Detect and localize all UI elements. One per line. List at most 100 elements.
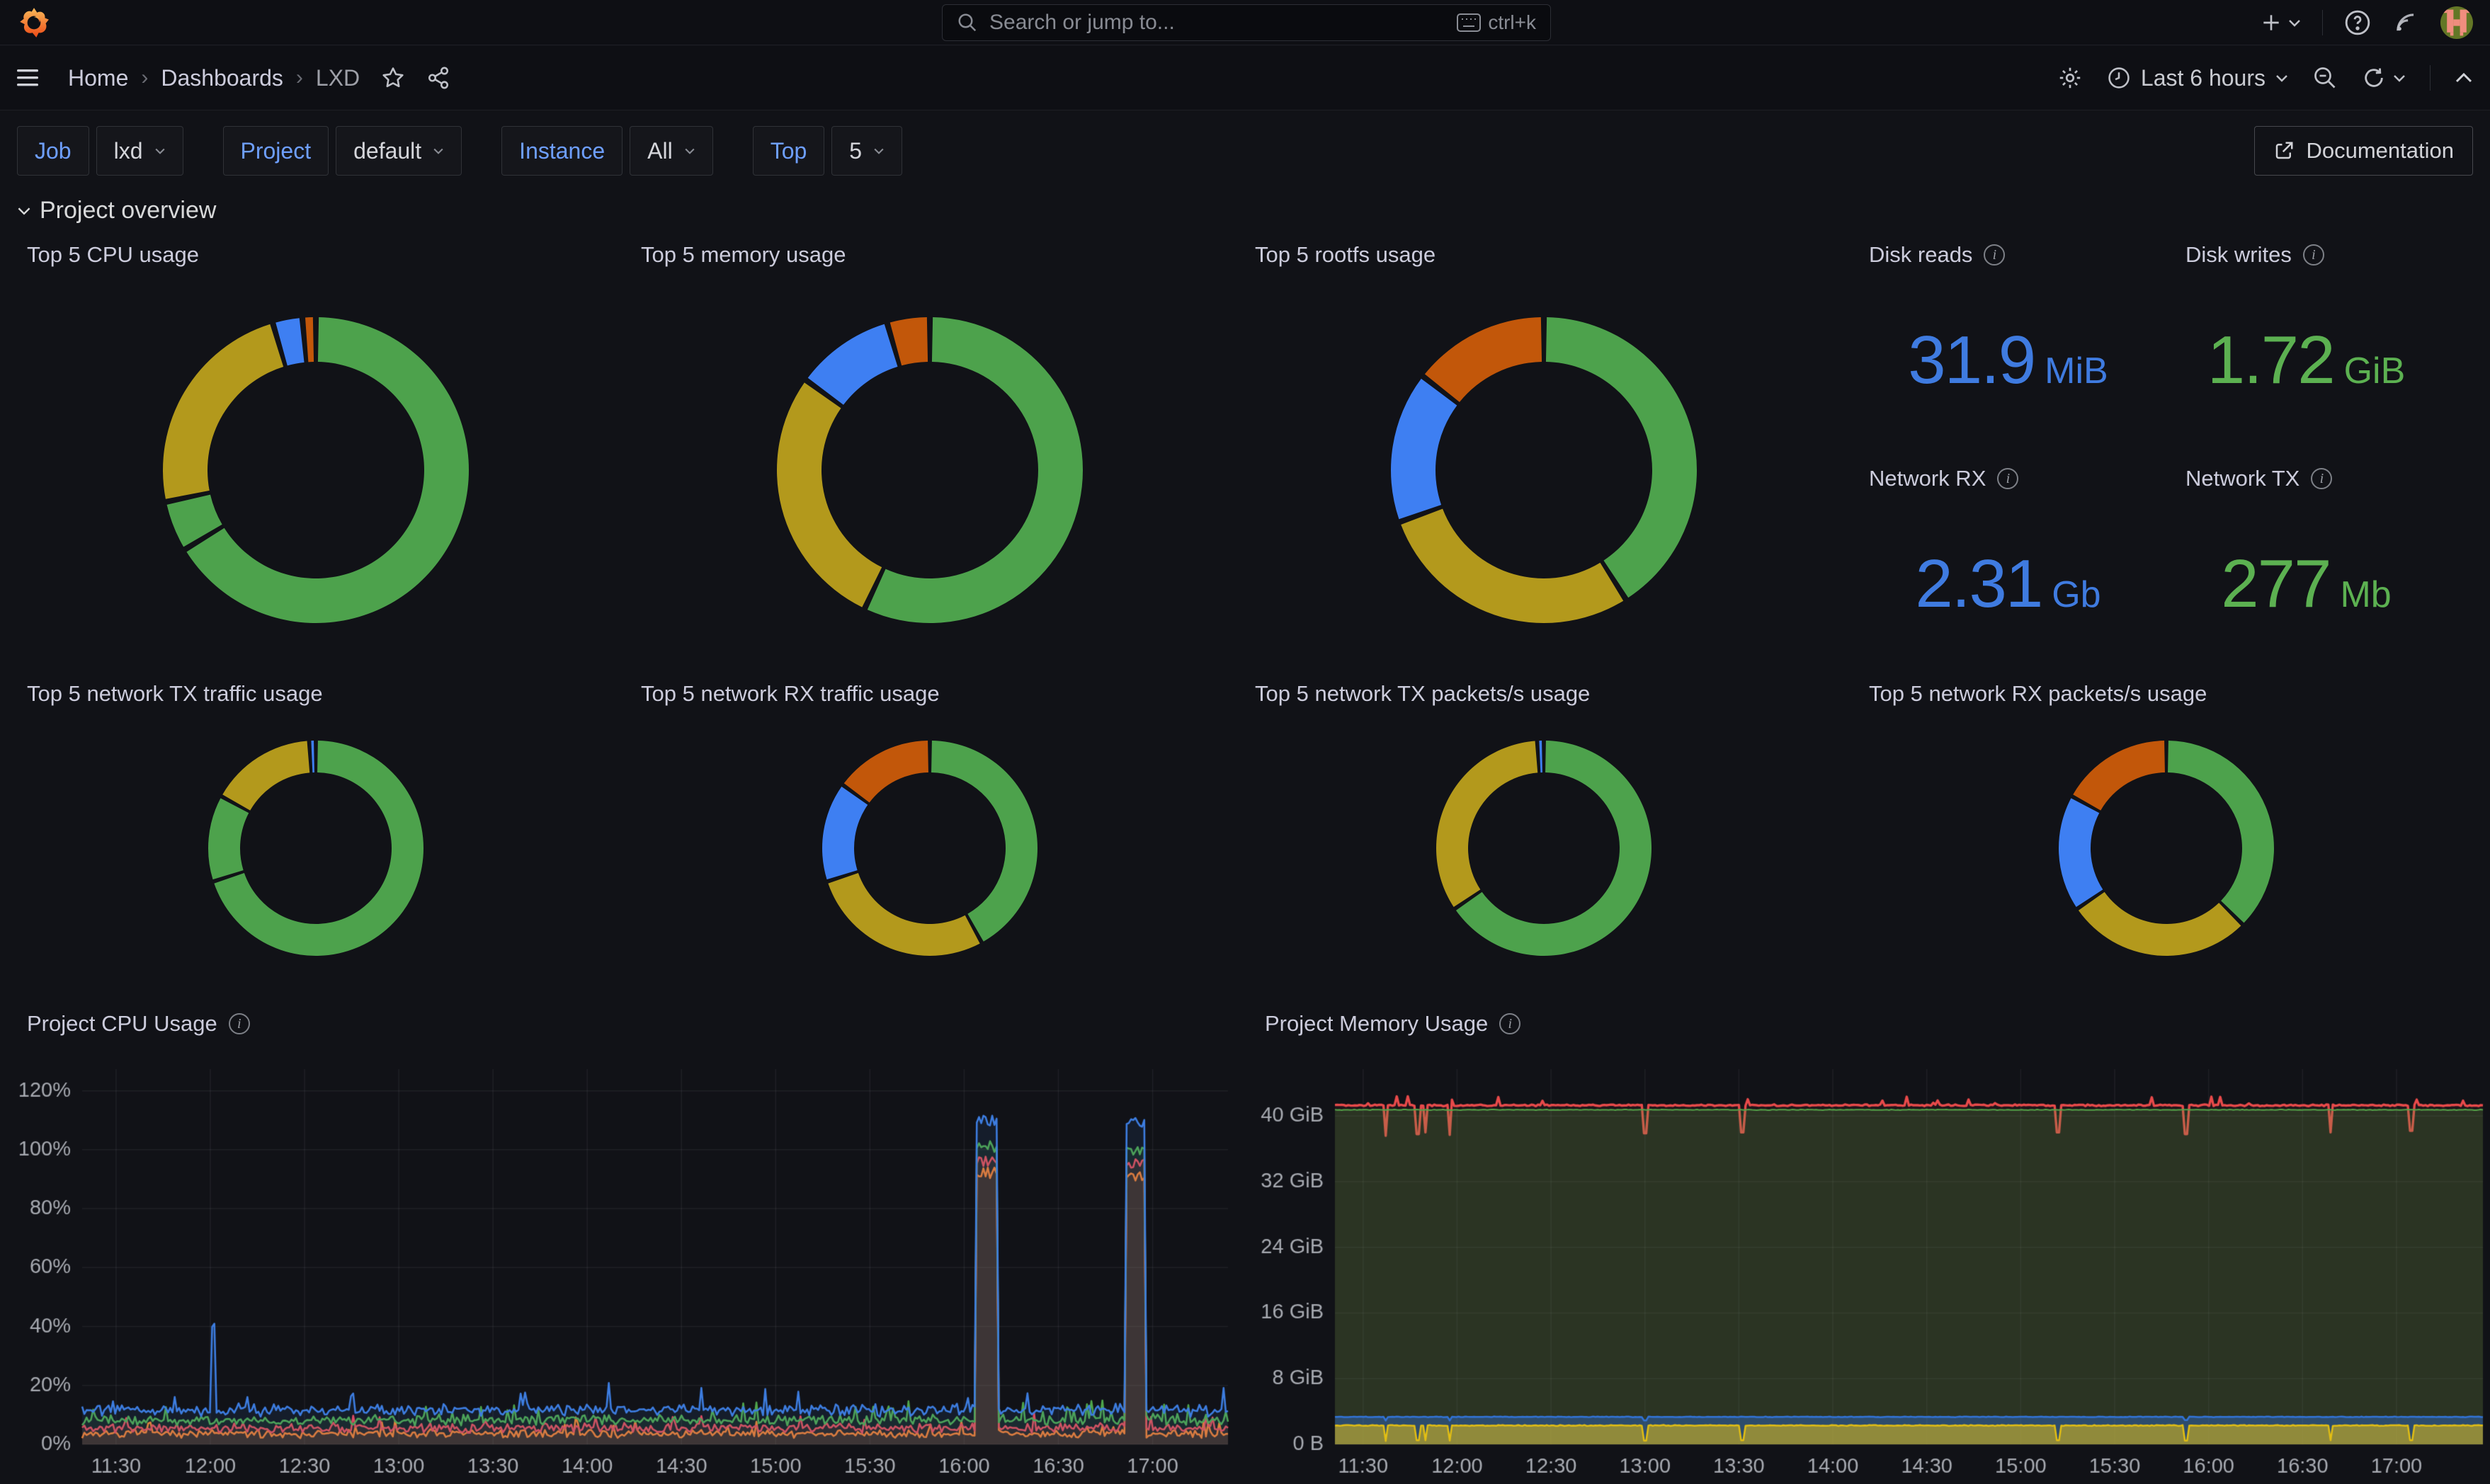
panel-title[interactable]: Top 5 network RX packets/s usage	[1859, 677, 2473, 707]
rootfs-usage-donut[interactable]	[1385, 312, 1702, 629]
stat-title[interactable]: Network TXi	[2157, 462, 2455, 491]
network-tx-traffic-donut[interactable]	[204, 736, 428, 960]
time-range-picker[interactable]: Last 6 hours	[2107, 65, 2288, 91]
info-icon[interactable]: i	[229, 1013, 250, 1034]
collapse-toolbar-icon[interactable]	[2455, 72, 2473, 84]
chevron-down-icon	[684, 147, 695, 154]
panel-title[interactable]: Top 5 memory usage	[631, 238, 1228, 268]
search-input[interactable]: Search or jump to... ctrl+k	[942, 4, 1551, 41]
clock-icon	[2107, 66, 2131, 90]
cpu-usage-donut[interactable]	[157, 312, 474, 629]
chevron-down-icon	[2393, 74, 2406, 82]
refresh-button[interactable]	[2362, 66, 2406, 90]
network-rx-traffic-donut[interactable]	[818, 736, 1042, 960]
filter-project-label: Project	[223, 126, 329, 176]
panel-title[interactable]: Top 5 network RX traffic usage	[631, 677, 1228, 707]
stat-title[interactable]: Network RXi	[1859, 462, 2157, 491]
breadcrumb-separator: ›	[296, 66, 303, 90]
panel-title[interactable]: Top 5 network TX packets/s usage	[1245, 677, 1842, 707]
chevron-down-icon	[433, 147, 444, 154]
keyboard-shortcut: ctrl+k	[1457, 11, 1536, 34]
breadcrumb-current: LXD	[316, 65, 360, 91]
panel-project-memory-usage: Project Memory Usagei	[1255, 1007, 2487, 1484]
grafana-logo-icon[interactable]	[18, 7, 50, 38]
stat-title[interactable]: Disk readsi	[1859, 238, 2157, 268]
favorite-star-icon[interactable]	[381, 66, 405, 90]
share-icon[interactable]	[426, 66, 450, 90]
memory-usage-donut[interactable]	[771, 312, 1088, 629]
stat-value: 277	[2221, 545, 2330, 623]
variable-filters: Job lxd Project default Instance All Top…	[17, 126, 902, 176]
plus-icon	[2260, 11, 2282, 34]
memory-usage-chart[interactable]	[1255, 1062, 2487, 1481]
stat-value: 2.31	[1915, 545, 2042, 623]
panel-title[interactable]: Project Memory Usagei	[1255, 1007, 2487, 1037]
refresh-icon	[2362, 66, 2386, 90]
panel-top5-network-tx-packets: Top 5 network TX packets/s usage	[1245, 677, 1842, 997]
panel-title[interactable]: Top 5 rootfs usage	[1245, 238, 1842, 268]
breadcrumb-home[interactable]: Home	[68, 65, 128, 91]
menu-icon[interactable]	[17, 68, 42, 88]
panel-top5-network-tx-traffic: Top 5 network TX traffic usage	[17, 677, 614, 997]
chevron-down-icon	[154, 147, 166, 154]
info-icon[interactable]: i	[1984, 244, 2005, 266]
panel-top5-network-rx-packets: Top 5 network RX packets/s usage	[1859, 677, 2473, 997]
stat-network-rx: Network RXi 2.31Gb	[1859, 462, 2157, 674]
stat-unit: GiB	[2344, 350, 2406, 392]
info-icon[interactable]: i	[1997, 468, 2018, 489]
stat-unit: Gb	[2052, 573, 2100, 616]
help-icon[interactable]	[2344, 9, 2371, 36]
panel-top5-network-rx-traffic: Top 5 network RX traffic usage	[631, 677, 1228, 997]
filter-job-label: Job	[17, 126, 89, 176]
info-icon[interactable]: i	[2311, 468, 2332, 489]
cpu-usage-chart[interactable]	[17, 1062, 1232, 1481]
panel-project-cpu-usage: Project CPU Usagei	[17, 1007, 1232, 1484]
divider	[2430, 65, 2431, 91]
panel-top5-cpu-usage: Top 5 CPU usage	[17, 238, 614, 671]
filter-instance-select[interactable]: All	[630, 126, 713, 176]
time-range-label: Last 6 hours	[2141, 65, 2266, 91]
section-project-overview[interactable]: Project overview	[17, 197, 216, 224]
panel-title[interactable]: Top 5 CPU usage	[17, 238, 614, 268]
chevron-down-icon	[2275, 74, 2288, 82]
stat-value: 1.72	[2207, 321, 2334, 399]
stat-network-tx: Network TXi 277Mb	[2157, 462, 2455, 674]
news-icon[interactable]	[2392, 9, 2419, 36]
stat-disk-writes: Disk writesi 1.72GiB	[2157, 238, 2455, 450]
filter-top-select[interactable]: 5	[831, 126, 902, 176]
divider	[2322, 10, 2323, 35]
filter-job-select[interactable]: lxd	[96, 126, 183, 176]
zoom-out-icon[interactable]	[2312, 65, 2338, 91]
dashboard-settings-icon[interactable]	[2057, 65, 2083, 91]
info-icon[interactable]: i	[1499, 1013, 1520, 1034]
documentation-button[interactable]: Documentation	[2254, 126, 2473, 176]
stat-disk-reads: Disk readsi 31.9MiB	[1859, 238, 2157, 450]
breadcrumb-separator: ›	[141, 66, 148, 90]
chevron-down-icon	[17, 206, 31, 215]
breadcrumb: Home › Dashboards › LXD	[68, 65, 360, 91]
keyboard-icon	[1457, 13, 1481, 32]
panel-title[interactable]: Project CPU Usagei	[17, 1007, 1232, 1037]
external-link-icon	[2273, 140, 2295, 161]
avatar[interactable]	[2440, 6, 2473, 39]
panel-top5-rootfs-usage: Top 5 rootfs usage	[1245, 238, 1842, 671]
chevron-down-icon	[873, 147, 885, 154]
filter-top: Top 5	[753, 126, 902, 176]
panel-title[interactable]: Top 5 network TX traffic usage	[17, 677, 614, 707]
stat-title[interactable]: Disk writesi	[2157, 238, 2455, 268]
filter-instance: Instance All	[501, 126, 713, 176]
filter-project: Project default	[223, 126, 462, 176]
panel-top5-memory-usage: Top 5 memory usage	[631, 238, 1228, 671]
search-icon	[957, 12, 978, 33]
network-tx-packets-donut[interactable]	[1432, 736, 1656, 960]
stat-unit: Mb	[2340, 573, 2391, 616]
filter-project-select[interactable]: default	[336, 126, 462, 176]
network-rx-packets-donut[interactable]	[2054, 736, 2278, 960]
filter-top-label: Top	[753, 126, 825, 176]
chevron-down-icon	[2288, 18, 2301, 27]
info-icon[interactable]: i	[2303, 244, 2324, 266]
add-new-button[interactable]	[2260, 11, 2301, 34]
panel-stats-grid: Disk readsi 31.9MiB Disk writesi 1.72GiB…	[1859, 238, 2473, 671]
stat-value: 31.9	[1908, 321, 2035, 399]
breadcrumb-dashboards[interactable]: Dashboards	[161, 65, 283, 91]
